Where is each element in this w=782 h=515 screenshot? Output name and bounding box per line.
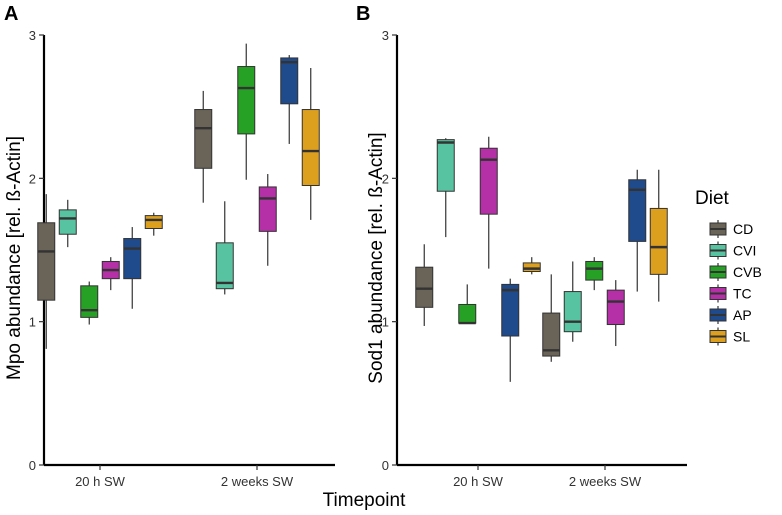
box-body	[280, 57, 299, 105]
box-sl	[649, 169, 668, 302]
box-ap	[123, 227, 142, 309]
y-axis-title: Sod1 abundance [rel. ß-Actin]	[366, 132, 387, 383]
box-body	[479, 147, 498, 215]
x-tick-label: 2 weeks SW	[569, 474, 642, 489]
legend-key-sl	[709, 327, 727, 346]
legend-label: TC	[733, 286, 752, 302]
box-sl	[301, 67, 320, 220]
legend-label: CVI	[733, 243, 756, 259]
box-body	[436, 139, 455, 192]
box-body	[649, 207, 668, 275]
box-sl	[144, 212, 163, 236]
x-tick-label: 20 h SW	[75, 474, 126, 489]
box-body	[415, 266, 434, 308]
box-body	[501, 283, 520, 337]
box-tc	[606, 280, 625, 347]
legend-label: CD	[733, 221, 753, 237]
box-tc	[258, 174, 277, 266]
box-cvi	[563, 261, 582, 342]
legend-title: Diet	[695, 188, 730, 209]
box-body	[563, 291, 582, 333]
box-tc	[101, 257, 120, 291]
x-axis-title: Timepoint	[323, 490, 406, 511]
box-body	[628, 179, 647, 242]
x-tick-label: 2 weeks SW	[221, 474, 294, 489]
box-body	[144, 215, 163, 230]
box-body	[458, 303, 477, 324]
legend: Diet CD CVI CVB TC AP SL	[695, 188, 762, 346]
box-ap	[280, 55, 299, 144]
y-tick-label: 2	[29, 171, 36, 186]
box-cd	[194, 90, 213, 203]
x-tick-label: 20 h SW	[453, 474, 504, 489]
box-cvb	[237, 43, 256, 180]
legend-key-ap	[709, 306, 727, 324]
box-cvi	[58, 199, 77, 248]
box-body	[37, 222, 56, 301]
legend-label: AP	[733, 307, 752, 323]
box-cd	[542, 274, 561, 362]
box-body	[542, 312, 561, 357]
box-cvb	[585, 257, 604, 291]
box-cvi	[436, 138, 455, 238]
box-body	[58, 209, 77, 235]
legend-key-cvi	[709, 241, 727, 260]
panel-label: A	[4, 3, 18, 25]
box-cd	[37, 194, 56, 349]
legend-key-cd	[709, 220, 727, 238]
box-body	[80, 285, 99, 318]
legend-label: CVB	[733, 264, 762, 280]
box-body	[522, 262, 541, 272]
box-tc	[479, 136, 498, 269]
y-tick-label: 3	[29, 28, 36, 43]
box-ap	[628, 169, 647, 292]
panel-a: A 0 1 2 3 20 h SW 2 weeks SW Mpo abundance [rel…	[4, 3, 335, 489]
box-cvb	[458, 284, 477, 325]
legend-key-tc	[709, 284, 727, 303]
box-body	[123, 238, 142, 280]
box-body	[606, 289, 625, 326]
panel-label: B	[356, 3, 370, 25]
box-body	[301, 109, 320, 186]
box-cvb	[80, 281, 99, 325]
y-tick-label: 2	[382, 171, 389, 186]
legend-label: SL	[733, 329, 750, 345]
y-tick-label: 0	[29, 458, 36, 473]
box-body	[585, 260, 604, 281]
panel-b: B 0 1 2 3 20 h SW 2 weeks SW Sod1 abundance [re…	[356, 3, 687, 489]
box-cvi	[215, 201, 234, 295]
box-body	[194, 109, 213, 169]
box-cd	[415, 244, 434, 326]
box-ap	[501, 278, 520, 382]
box-sl	[522, 257, 541, 275]
y-tick-label: 1	[29, 315, 36, 330]
box-body	[237, 66, 256, 135]
box-body	[215, 242, 234, 290]
y-tick-label: 0	[382, 458, 389, 473]
box-body	[258, 186, 277, 232]
legend-key-cvb	[709, 263, 727, 281]
y-tick-label: 3	[382, 28, 389, 43]
y-axis-title: Mpo abundance [rel. ß-Actin]	[4, 136, 25, 380]
y-tick-label: 1	[382, 315, 389, 330]
